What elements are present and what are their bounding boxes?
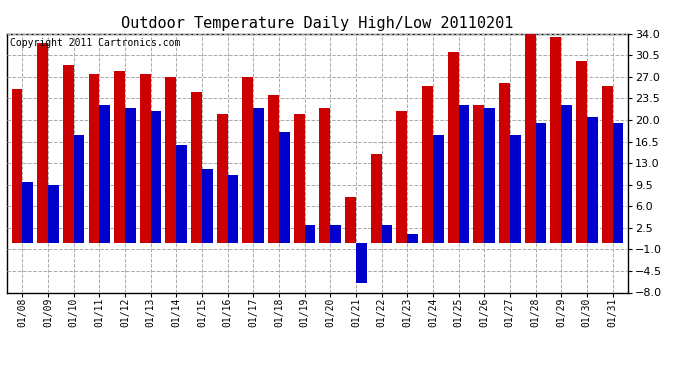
- Bar: [473, 105, 484, 243]
- Bar: [407, 234, 418, 243]
- Bar: [433, 135, 444, 243]
- Title: Outdoor Temperature Daily High/Low 20110201: Outdoor Temperature Daily High/Low 20110…: [121, 16, 513, 31]
- Bar: [125, 108, 136, 243]
- Bar: [356, 243, 366, 283]
- Bar: [304, 225, 315, 243]
- Bar: [382, 225, 393, 243]
- Bar: [228, 176, 238, 243]
- Bar: [499, 83, 510, 243]
- Bar: [140, 74, 150, 243]
- Bar: [561, 105, 572, 243]
- Bar: [586, 117, 598, 243]
- Bar: [166, 77, 176, 243]
- Bar: [448, 52, 459, 243]
- Bar: [48, 185, 59, 243]
- Bar: [459, 105, 469, 243]
- Bar: [319, 108, 331, 243]
- Bar: [345, 197, 356, 243]
- Bar: [253, 108, 264, 243]
- Bar: [176, 145, 187, 243]
- Bar: [510, 135, 521, 243]
- Bar: [484, 108, 495, 243]
- Bar: [279, 132, 290, 243]
- Bar: [22, 182, 33, 243]
- Bar: [191, 92, 202, 243]
- Bar: [217, 114, 228, 243]
- Text: Copyright 2011 Cartronics.com: Copyright 2011 Cartronics.com: [10, 38, 180, 48]
- Bar: [397, 111, 407, 243]
- Bar: [202, 169, 213, 243]
- Bar: [74, 135, 84, 243]
- Bar: [99, 105, 110, 243]
- Bar: [88, 74, 99, 243]
- Bar: [242, 77, 253, 243]
- Bar: [524, 28, 535, 243]
- Bar: [331, 225, 341, 243]
- Bar: [551, 37, 561, 243]
- Bar: [150, 111, 161, 243]
- Bar: [63, 64, 74, 243]
- Bar: [37, 43, 48, 243]
- Bar: [422, 86, 433, 243]
- Bar: [602, 86, 613, 243]
- Bar: [613, 123, 623, 243]
- Bar: [294, 114, 304, 243]
- Bar: [12, 89, 22, 243]
- Bar: [535, 123, 546, 243]
- Bar: [576, 62, 586, 243]
- Bar: [114, 71, 125, 243]
- Bar: [268, 95, 279, 243]
- Bar: [371, 154, 382, 243]
